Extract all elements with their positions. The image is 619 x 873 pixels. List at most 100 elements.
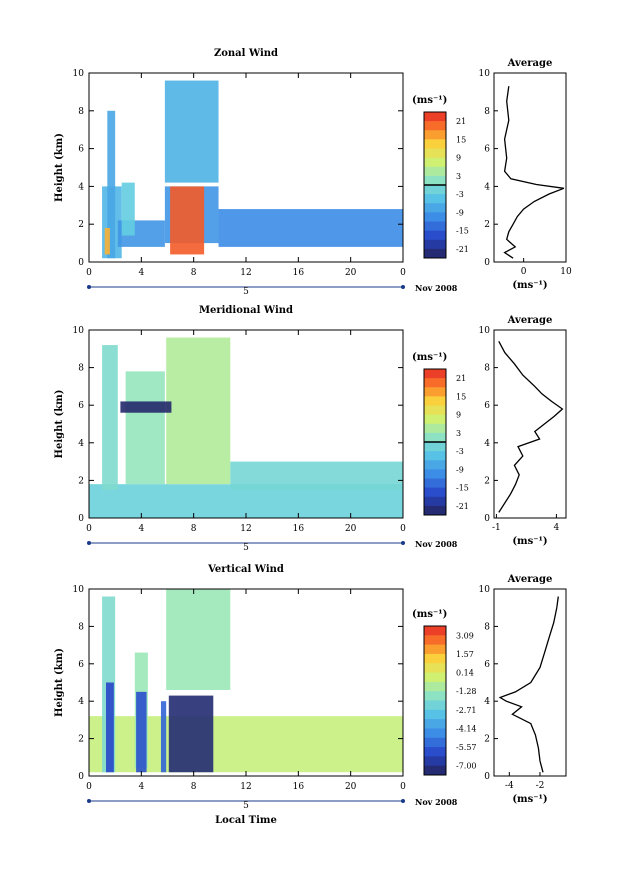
average-y-tick-label: 0 <box>484 258 490 268</box>
colorbar-segment <box>424 378 446 388</box>
average-y-tick-label: 8 <box>484 364 490 374</box>
x-tick-label: 16 <box>293 782 305 792</box>
average-profile-line <box>503 86 565 259</box>
field-patch <box>230 461 403 490</box>
field-patch <box>106 682 114 773</box>
colorbar-segment <box>424 414 446 425</box>
y-tick-label: 2 <box>78 476 84 486</box>
colorbar-tick-label: 1.57 <box>456 650 474 659</box>
colorbar-segment <box>424 396 446 406</box>
colorbar-segment <box>424 756 446 767</box>
average-x-label: (ms⁻¹) <box>512 280 547 291</box>
colorbar-unit: (ms⁻¹) <box>412 95 447 106</box>
colorbar-segment <box>424 728 446 739</box>
average-x-tick-label: -2 <box>536 781 545 791</box>
colorbar-tick-label: 3 <box>456 429 461 438</box>
colorbar-segment <box>424 121 446 131</box>
colorbar-segment <box>424 130 446 140</box>
y-tick-label: 10 <box>73 69 85 79</box>
colorbar-segment <box>424 681 446 692</box>
colorbar-frame <box>423 625 447 776</box>
colorbar-tick-label: 15 <box>456 392 466 401</box>
field-patch <box>121 182 135 236</box>
y-tick-label: 4 <box>78 182 84 192</box>
colorbar-segment <box>424 203 446 213</box>
average-frame <box>493 588 567 777</box>
y-tick-label: 8 <box>78 622 84 632</box>
colorbar-unit: (ms⁻¹) <box>412 609 447 620</box>
average-y-tick-label: 6 <box>484 660 490 670</box>
field-patch <box>136 691 147 773</box>
colorbar-tick-label: -15 <box>456 484 469 493</box>
colorbar-tick-label: -3 <box>456 190 464 199</box>
y-axis-label: Height (km) <box>54 648 65 717</box>
x-tick-label: 0 <box>400 268 406 278</box>
y-tick-label: 0 <box>78 514 84 524</box>
colorbar-segment <box>424 691 446 701</box>
colorbar-segment <box>424 112 446 122</box>
average-title: Average <box>507 315 553 326</box>
average-y-tick-label: 6 <box>484 401 490 411</box>
average-x-tick-label: 10 <box>560 267 572 277</box>
colorbar-segment <box>424 626 446 636</box>
average-title: Average <box>507 58 553 69</box>
colorbar-tick-label: -5.57 <box>456 743 477 752</box>
colorbar-tick-label: 3 <box>456 172 461 181</box>
colorbar-tick-label: 9 <box>456 411 461 420</box>
average-profile-line <box>498 340 564 513</box>
colorbar-segment <box>424 737 446 748</box>
average-y-tick-label: 10 <box>479 326 491 336</box>
field-patch <box>218 209 403 247</box>
x-tick-label: 16 <box>293 524 305 534</box>
y-tick-label: 0 <box>78 772 84 782</box>
average-x-tick-label: -4 <box>505 781 514 791</box>
colorbar-segment <box>424 230 446 241</box>
date-bar-end <box>401 541 405 545</box>
colorbar-tick-label: 21 <box>456 117 466 126</box>
x-tick-label: 4 <box>138 524 144 534</box>
colorbar-segment <box>424 405 446 416</box>
x-tick-label: 0 <box>400 782 406 792</box>
colorbar-segment <box>424 635 446 646</box>
date-bar-start <box>87 541 91 545</box>
date-bar-end <box>401 799 405 803</box>
y-axis-label: Height (km) <box>54 133 65 202</box>
average-frame <box>493 72 567 263</box>
colorbar-tick-label: -21 <box>456 245 469 254</box>
average-y-tick-label: 0 <box>484 772 490 782</box>
average-title: Average <box>507 574 553 585</box>
field-patch <box>164 80 219 183</box>
y-tick-label: 4 <box>78 697 84 707</box>
x-tick-label: 20 <box>345 268 357 278</box>
colorbar-tick-label: -9 <box>456 465 464 474</box>
average-y-tick-label: 10 <box>479 69 491 79</box>
day-label: 5 <box>243 801 249 811</box>
x-tick-label: 8 <box>191 268 197 278</box>
colorbar-2 <box>424 626 446 776</box>
colorbar-segment <box>424 672 446 683</box>
colorbar-segment <box>424 194 446 204</box>
colorbar-segment <box>424 663 446 674</box>
y-tick-label: 6 <box>78 401 84 411</box>
colorbar-segment <box>424 212 446 222</box>
colorbar-segment <box>424 505 446 516</box>
x-tick-label: 16 <box>293 268 305 278</box>
date-bar-start <box>87 285 91 289</box>
average-y-tick-label: 10 <box>479 585 491 595</box>
y-tick-label: 6 <box>78 660 84 670</box>
colorbar-tick-label: 21 <box>456 374 466 383</box>
wind-field-1 <box>89 337 403 518</box>
colorbar-segment <box>424 709 446 720</box>
colorbar-tick-label: -21 <box>456 502 469 511</box>
x-tick-label: 0 <box>86 268 92 278</box>
field-patch <box>102 345 118 490</box>
colorbar-segment <box>424 387 446 397</box>
colorbar-segment <box>424 185 446 195</box>
colorbar-segment <box>424 460 446 470</box>
colorbar-segment <box>424 166 446 177</box>
x-tick-label: 12 <box>240 782 251 792</box>
x-tick-label: 12 <box>240 524 251 534</box>
colorbar-segment <box>424 432 446 443</box>
panel-title: Zonal Wind <box>214 48 278 59</box>
average-x-tick-label: 0 <box>521 267 527 277</box>
